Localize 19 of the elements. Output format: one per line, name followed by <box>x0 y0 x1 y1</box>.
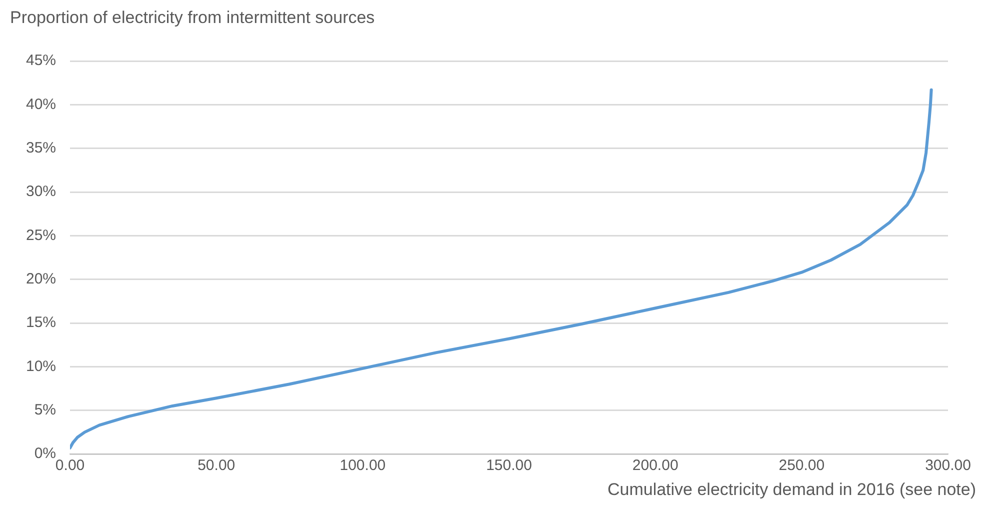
x-tick-label: 150.00 <box>486 457 532 474</box>
y-tick-label: 0% <box>34 445 56 462</box>
y-tick-label: 20% <box>26 270 56 288</box>
y-tick-label: 45% <box>26 52 56 70</box>
x-axis-title: Cumulative electricity demand in 2016 (see note) <box>606 480 977 500</box>
x-tick-label: 250.00 <box>778 457 825 474</box>
y-tick-label: 15% <box>26 314 56 332</box>
x-tick-label: 200.00 <box>632 457 678 474</box>
x-tick-label: 0.00 <box>55 457 85 474</box>
y-tick-label: 25% <box>26 226 56 244</box>
y-tick-label: 35% <box>26 139 56 156</box>
y-axis-title: Proportion of electricity from intermittent sources <box>9 8 376 29</box>
y-tick-label: 30% <box>26 183 56 200</box>
x-tick-label: 300.00 <box>925 457 971 474</box>
x-tick-label: 100.00 <box>340 457 386 474</box>
y-tick-label: 5% <box>34 401 56 418</box>
y-tick-label: 10% <box>26 358 56 375</box>
y-tick-label: 40% <box>26 96 56 113</box>
x-tick-label: 50.00 <box>198 457 236 474</box>
